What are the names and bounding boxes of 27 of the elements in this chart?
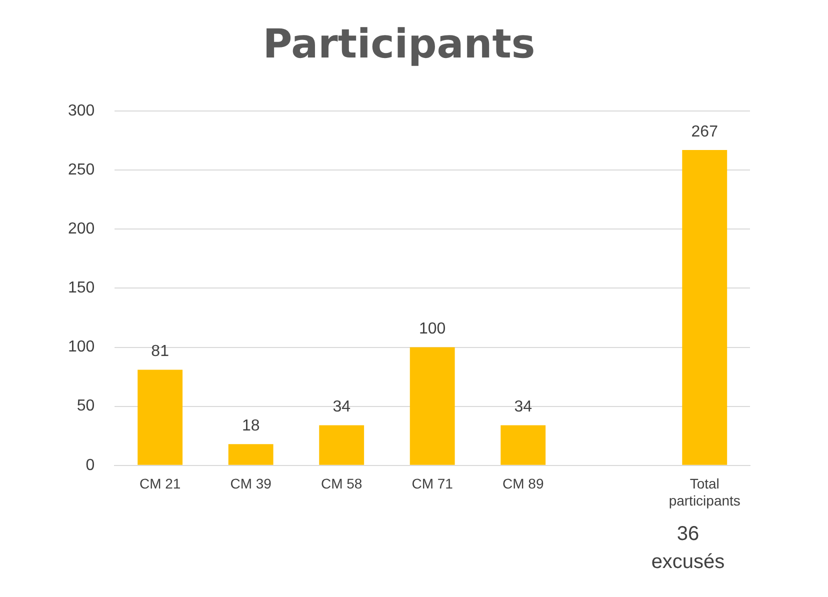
x-tick-label: CM 21 [139,476,181,492]
x-tick-label: CM 39 [230,476,272,492]
bar [138,370,183,465]
chart-title: Participants [262,21,536,68]
x-tick-label: CM 71 [412,476,454,492]
y-tick-label: 50 [76,398,95,415]
data-label: 267 [691,123,718,140]
bar [500,425,546,465]
bar [410,347,455,465]
text: 36 excusés [650,522,726,575]
y-tick-label: 200 [68,220,95,238]
data-label: 81 [151,343,170,360]
x-tick-label: Total participants [668,476,740,508]
y-tick-label: 0 [86,456,95,474]
y-tick-label: 100 [68,338,95,356]
y-tick-label: 250 [68,161,95,178]
bar [228,444,274,465]
y-tick-label: 150 [68,280,95,297]
y-tick-label: 300 [68,102,95,120]
data-label: 34 [332,398,351,416]
data-label: 100 [418,320,446,338]
x-tick-label: CM 89 [502,476,544,492]
data-label: 18 [242,418,260,435]
x-tick-label: CM 58 [320,476,362,492]
bar [319,425,364,465]
bar [682,150,728,465]
data-label: 34 [514,398,532,416]
